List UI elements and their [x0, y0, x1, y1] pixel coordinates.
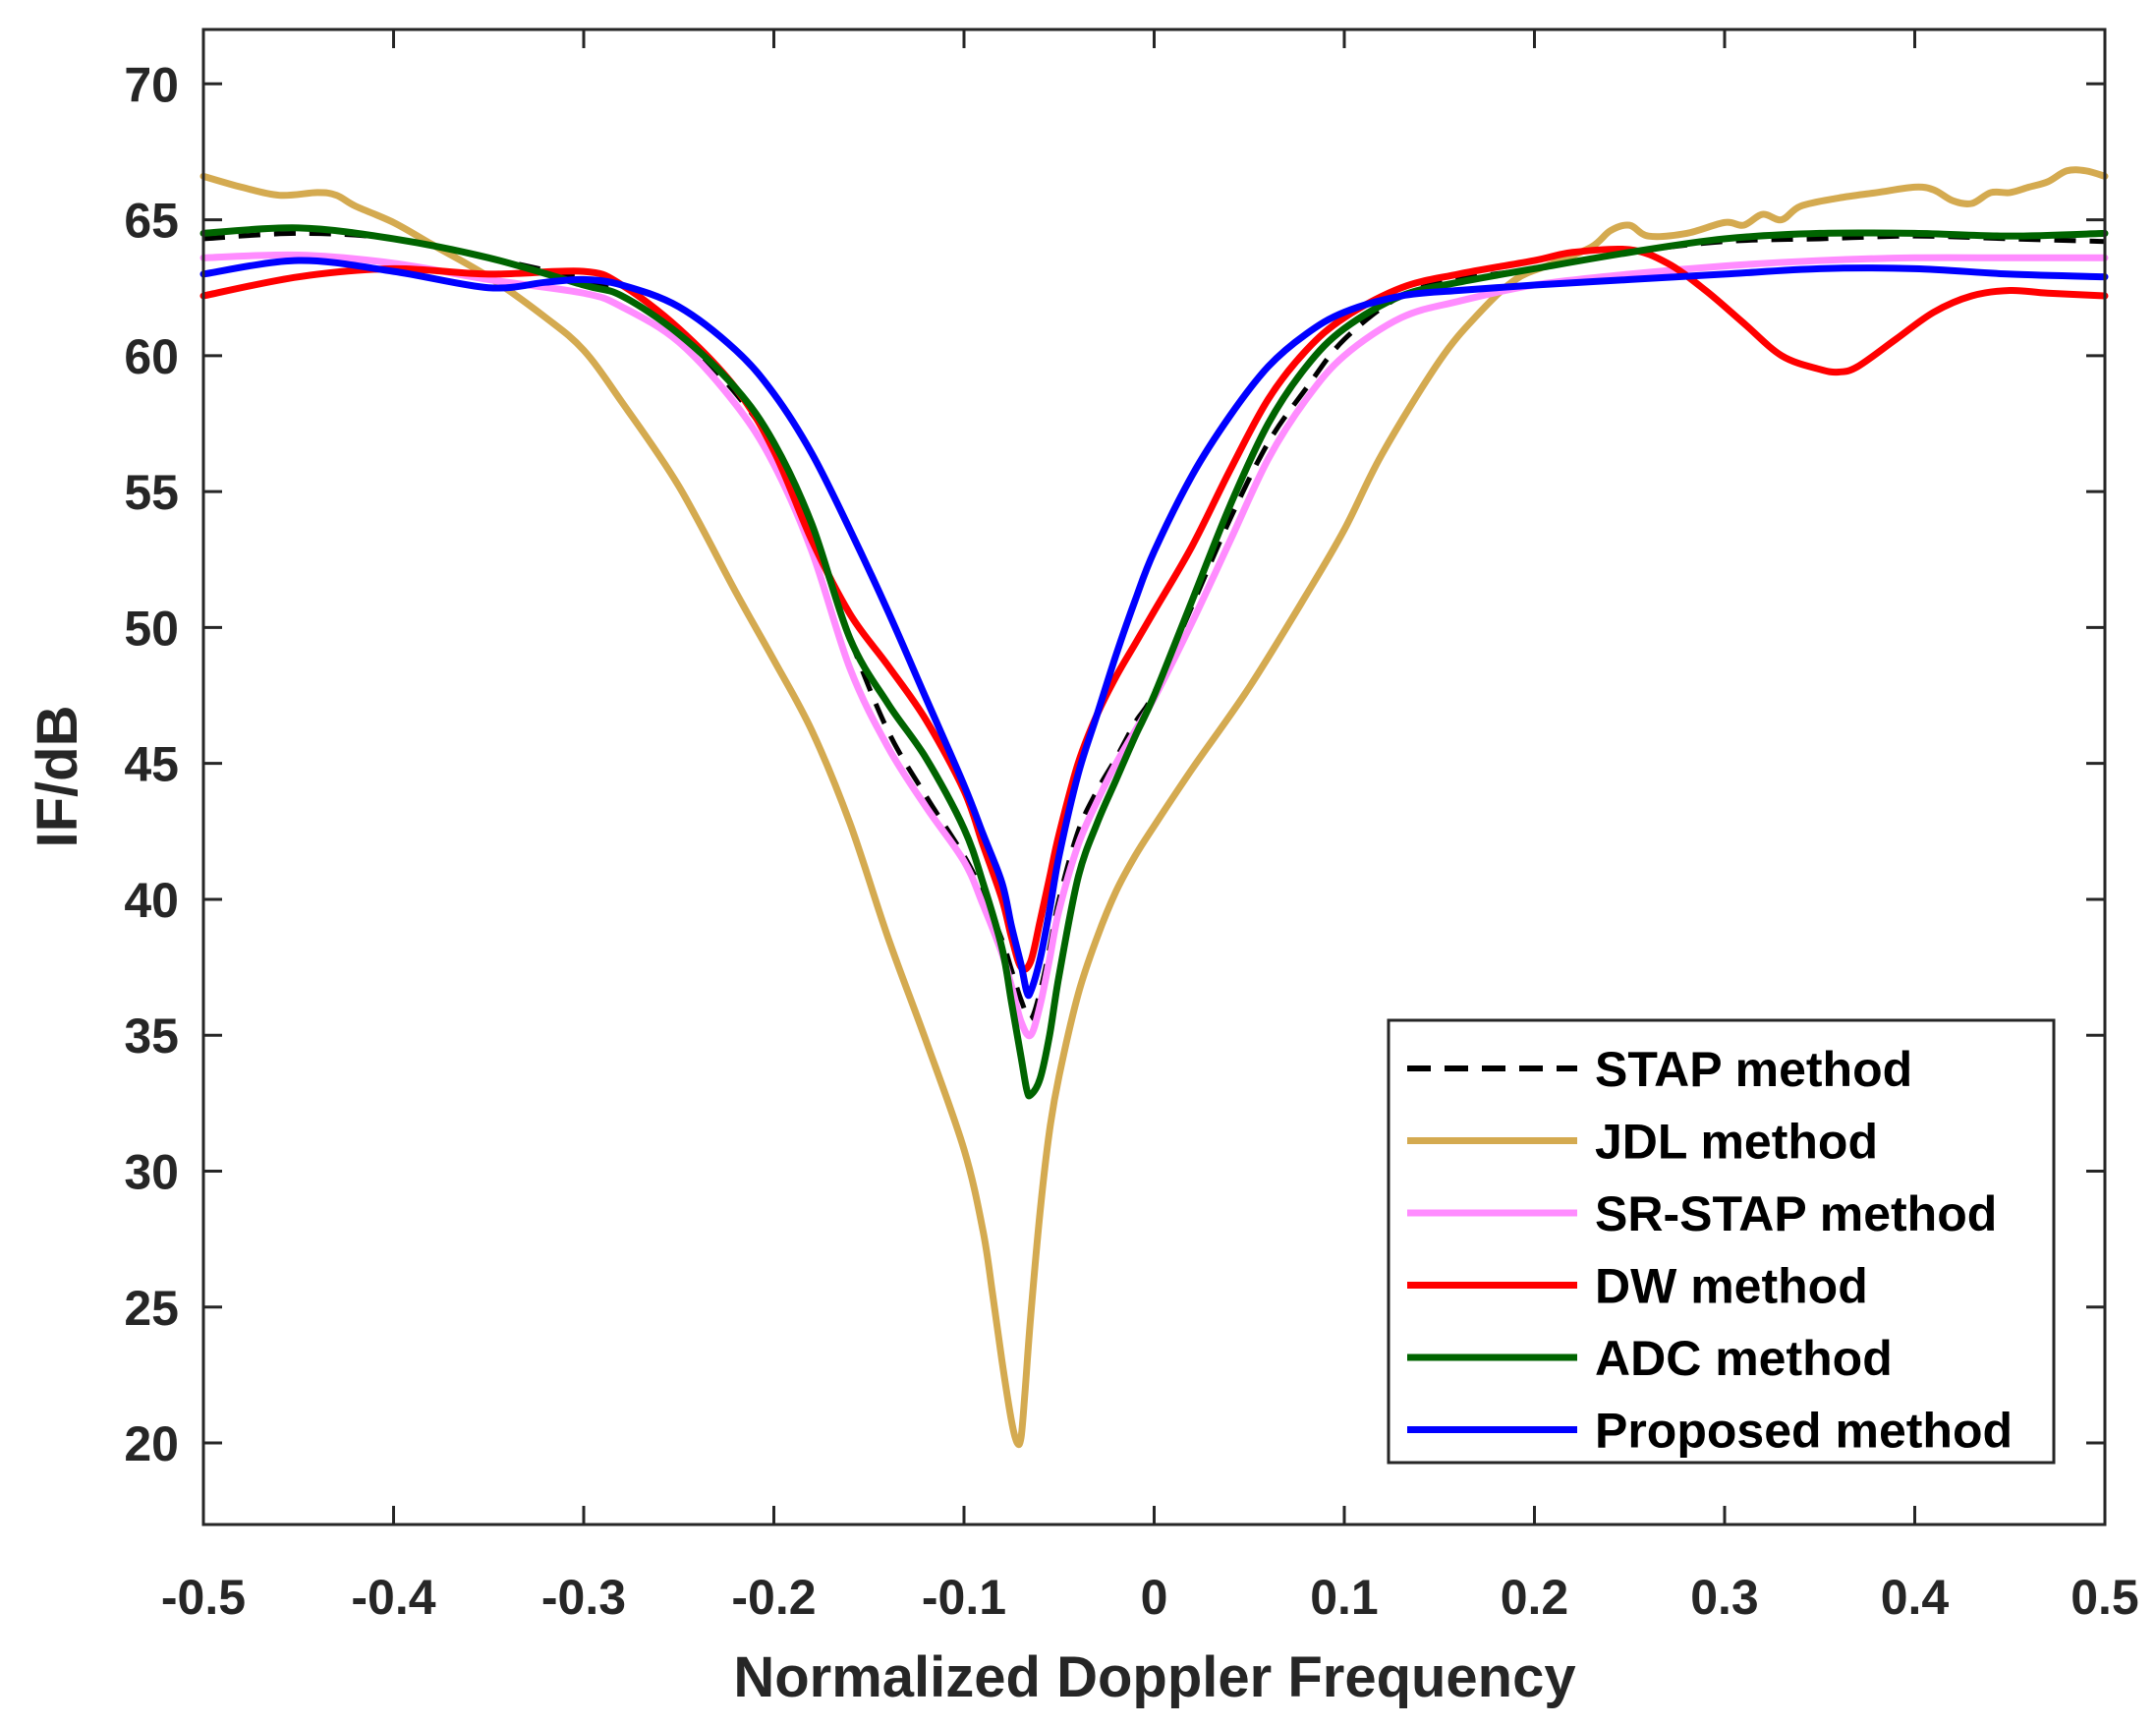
x-tick-label: 0.4	[1881, 1570, 1950, 1625]
legend: STAP method JDL method SR-STAP method DW me…	[1387, 1018, 2056, 1465]
y-tick-label: 20	[124, 1416, 179, 1471]
legend-label-dw-method: DW method	[1595, 1259, 1868, 1314]
x-tick-label: 0	[1141, 1570, 1168, 1625]
legend-box	[1387, 1018, 2056, 1465]
y-tick-label: 35	[124, 1008, 179, 1064]
legend-label-stap-method: STAP method	[1595, 1042, 1912, 1097]
y-tick-label: 55	[124, 465, 179, 520]
x-tick-label: 0.3	[1690, 1570, 1759, 1625]
y-tick-label: 40	[124, 873, 179, 928]
series-line-jdl-method	[199, 166, 2109, 1449]
ticks-layer: -0.5 -0.4 -0.3 -0.2 -0.1 0 0.1 0.2 0.3 0.4 0.5 20 25…	[124, 29, 2139, 1625]
y-tick-label: 25	[124, 1281, 179, 1336]
x-tick-label: 0.5	[2071, 1570, 2139, 1625]
x-tick-label: -0.2	[731, 1570, 816, 1625]
y-tick-label: 60	[124, 329, 179, 384]
series-line-adc-method	[199, 224, 2109, 1100]
y-axis-title: IF/dB	[26, 706, 89, 848]
x-tick-label: -0.3	[541, 1570, 626, 1625]
series-layer	[199, 166, 2109, 1449]
series-line-proposed-method	[199, 257, 2109, 1000]
legend-label-adc-method: ADC method	[1595, 1331, 1893, 1386]
y-tick-label: 45	[124, 737, 179, 792]
x-tick-label: 0.1	[1310, 1570, 1379, 1625]
x-tick-label: -0.1	[922, 1570, 1006, 1625]
y-tick-label: 65	[124, 194, 179, 249]
legend-label-proposed-method: Proposed method	[1595, 1404, 2013, 1459]
x-tick-label: 0.2	[1501, 1570, 1569, 1625]
x-tick-label: -0.4	[351, 1570, 435, 1625]
y-tick-label: 50	[124, 601, 179, 656]
legend-label-jdl-method: JDL method	[1595, 1115, 1878, 1170]
y-tick-label: 30	[124, 1144, 179, 1199]
plot-frame	[201, 28, 2107, 1526]
x-tick-label: -0.5	[161, 1570, 246, 1625]
y-tick-label: 70	[124, 57, 179, 112]
x-axis-title: Normalized Doppler Frequency	[733, 1645, 1575, 1709]
legend-label-sr-stap-method: SR-STAP method	[1595, 1186, 1997, 1241]
